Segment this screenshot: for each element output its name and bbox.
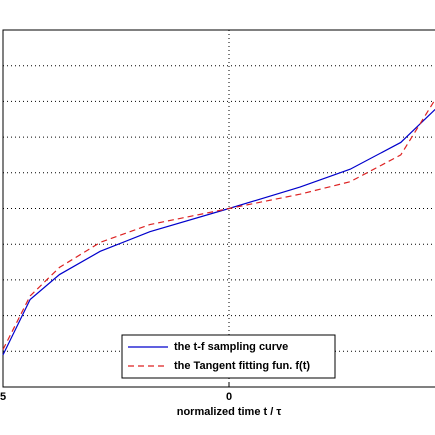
x-axis-label: normalized time t / τ [177,406,282,418]
legend-label: the t-f sampling curve [174,341,288,353]
legend-box [121,334,336,379]
x-tick-label: 0 [226,391,232,403]
legend-label: the Tangent fitting fun. f(t) [174,360,310,372]
x-tick-label: 5 [0,391,6,403]
series-line [2,99,435,350]
series-line [2,108,435,356]
